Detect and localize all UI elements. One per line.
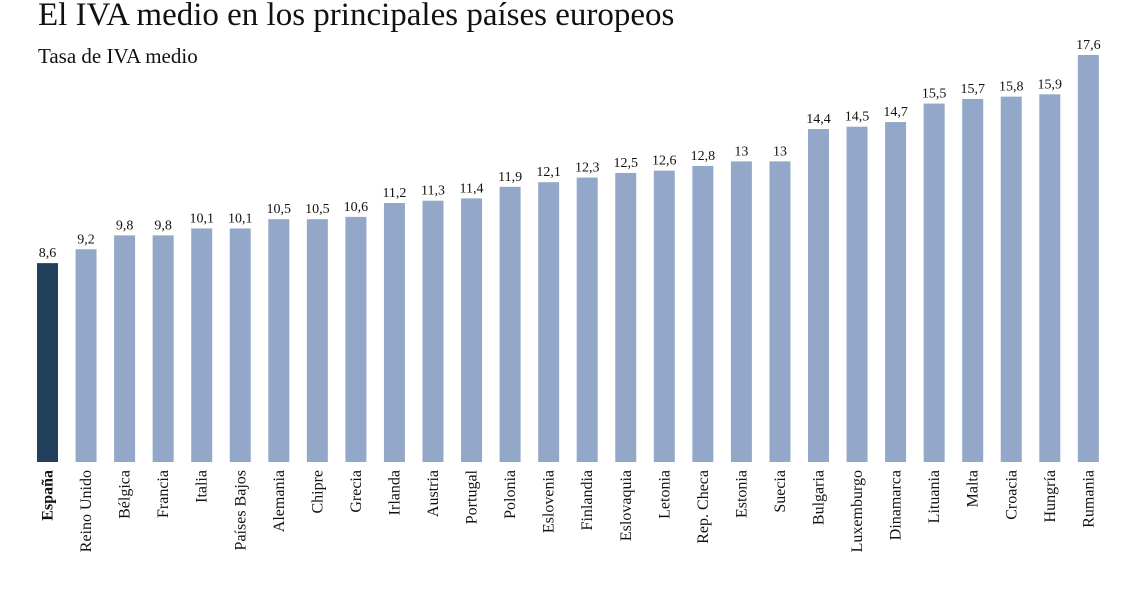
category-label: Suecia bbox=[772, 470, 789, 513]
bar-9 bbox=[383, 203, 405, 462]
data-label: 14,4 bbox=[806, 112, 831, 127]
bar-1 bbox=[75, 249, 97, 462]
bar-17 bbox=[692, 166, 714, 462]
bar-22 bbox=[885, 122, 907, 462]
bar-12 bbox=[499, 186, 521, 462]
data-label: 11,9 bbox=[498, 170, 522, 185]
category-label: Letonia bbox=[656, 470, 673, 519]
category-label: Malta bbox=[965, 470, 982, 507]
data-label: 15,9 bbox=[1038, 77, 1063, 92]
chart-subtitle: Tasa de IVA medio bbox=[38, 44, 198, 68]
data-label: 15,8 bbox=[999, 80, 1024, 95]
data-label: 12,3 bbox=[575, 161, 600, 176]
data-label: 9,2 bbox=[77, 232, 95, 247]
bar-10 bbox=[422, 200, 444, 462]
data-label: 11,3 bbox=[421, 184, 445, 199]
bar-23 bbox=[923, 103, 945, 462]
data-label: 10,5 bbox=[267, 202, 292, 217]
category-label: Bélgica bbox=[117, 470, 134, 519]
data-label: 12,8 bbox=[691, 149, 716, 164]
bar-5 bbox=[229, 228, 251, 462]
bar-21 bbox=[846, 126, 868, 462]
category-label: Francia bbox=[155, 470, 172, 518]
category-label: Irlanda bbox=[386, 470, 403, 515]
category-label: Rumania bbox=[1080, 470, 1097, 528]
data-label: 11,2 bbox=[382, 186, 406, 201]
data-label: 9,8 bbox=[154, 218, 172, 233]
category-label: Bulgaria bbox=[811, 470, 828, 525]
category-label: Finlandia bbox=[579, 470, 596, 530]
data-label: 17,6 bbox=[1076, 38, 1101, 53]
bar-24 bbox=[962, 98, 984, 462]
data-label: 14,5 bbox=[845, 110, 870, 125]
data-label: 8,6 bbox=[39, 246, 57, 261]
data-label: 12,6 bbox=[652, 154, 677, 169]
category-label: Grecia bbox=[348, 470, 365, 513]
category-label: España bbox=[40, 470, 57, 521]
data-label: 11,4 bbox=[460, 181, 484, 196]
bar-19 bbox=[769, 161, 791, 462]
data-label: 10,1 bbox=[189, 211, 214, 226]
data-label: 13 bbox=[773, 144, 787, 159]
data-label: 15,5 bbox=[922, 87, 947, 102]
data-label: 14,7 bbox=[883, 105, 908, 120]
bar-27 bbox=[1077, 55, 1099, 462]
category-label: Chipre bbox=[309, 470, 326, 514]
bar-15 bbox=[615, 172, 637, 462]
data-label: 9,8 bbox=[116, 218, 134, 233]
bar-4 bbox=[191, 228, 213, 462]
category-label: Italia bbox=[194, 470, 211, 503]
category-label: Eslovenia bbox=[541, 470, 558, 533]
chart-title: El IVA medio en los principales países e… bbox=[38, 0, 674, 33]
category-label: Países Bajos bbox=[232, 470, 249, 550]
data-label: 13 bbox=[734, 144, 748, 159]
category-label: Luxemburgo bbox=[849, 470, 866, 552]
bar-18 bbox=[730, 161, 752, 462]
category-label: Dinamarca bbox=[888, 470, 905, 540]
bar-2 bbox=[114, 235, 136, 462]
bar-8 bbox=[345, 216, 367, 462]
category-label: Alemania bbox=[271, 470, 288, 532]
category-label: Hungría bbox=[1042, 470, 1059, 522]
category-label: Reino Unido bbox=[78, 470, 95, 552]
data-label: 10,1 bbox=[228, 211, 253, 226]
data-label: 12,5 bbox=[614, 156, 639, 171]
bar-3 bbox=[152, 235, 174, 462]
bar-16 bbox=[653, 170, 675, 462]
bar-13 bbox=[538, 182, 560, 462]
data-label: 12,1 bbox=[536, 165, 561, 180]
category-label: Estonia bbox=[733, 470, 750, 518]
bar-7 bbox=[306, 219, 328, 462]
bar-25 bbox=[1000, 96, 1022, 462]
bar-11 bbox=[461, 198, 483, 462]
category-label: Portugal bbox=[464, 469, 481, 524]
bar-0 bbox=[37, 263, 58, 462]
category-label: Austria bbox=[425, 470, 442, 517]
category-label: Rep. Checa bbox=[695, 470, 712, 544]
data-label: 10,6 bbox=[344, 200, 369, 215]
bar-20 bbox=[808, 129, 829, 462]
data-label: 10,5 bbox=[305, 202, 330, 217]
bar-26 bbox=[1039, 94, 1061, 462]
bar-6 bbox=[268, 219, 290, 462]
category-label: Eslovaquia bbox=[618, 470, 635, 541]
data-label: 15,7 bbox=[960, 82, 985, 97]
category-label: Lituania bbox=[926, 470, 943, 523]
bar-14 bbox=[576, 177, 598, 462]
category-label: Croacia bbox=[1003, 470, 1020, 520]
category-label: Polonia bbox=[502, 470, 519, 519]
